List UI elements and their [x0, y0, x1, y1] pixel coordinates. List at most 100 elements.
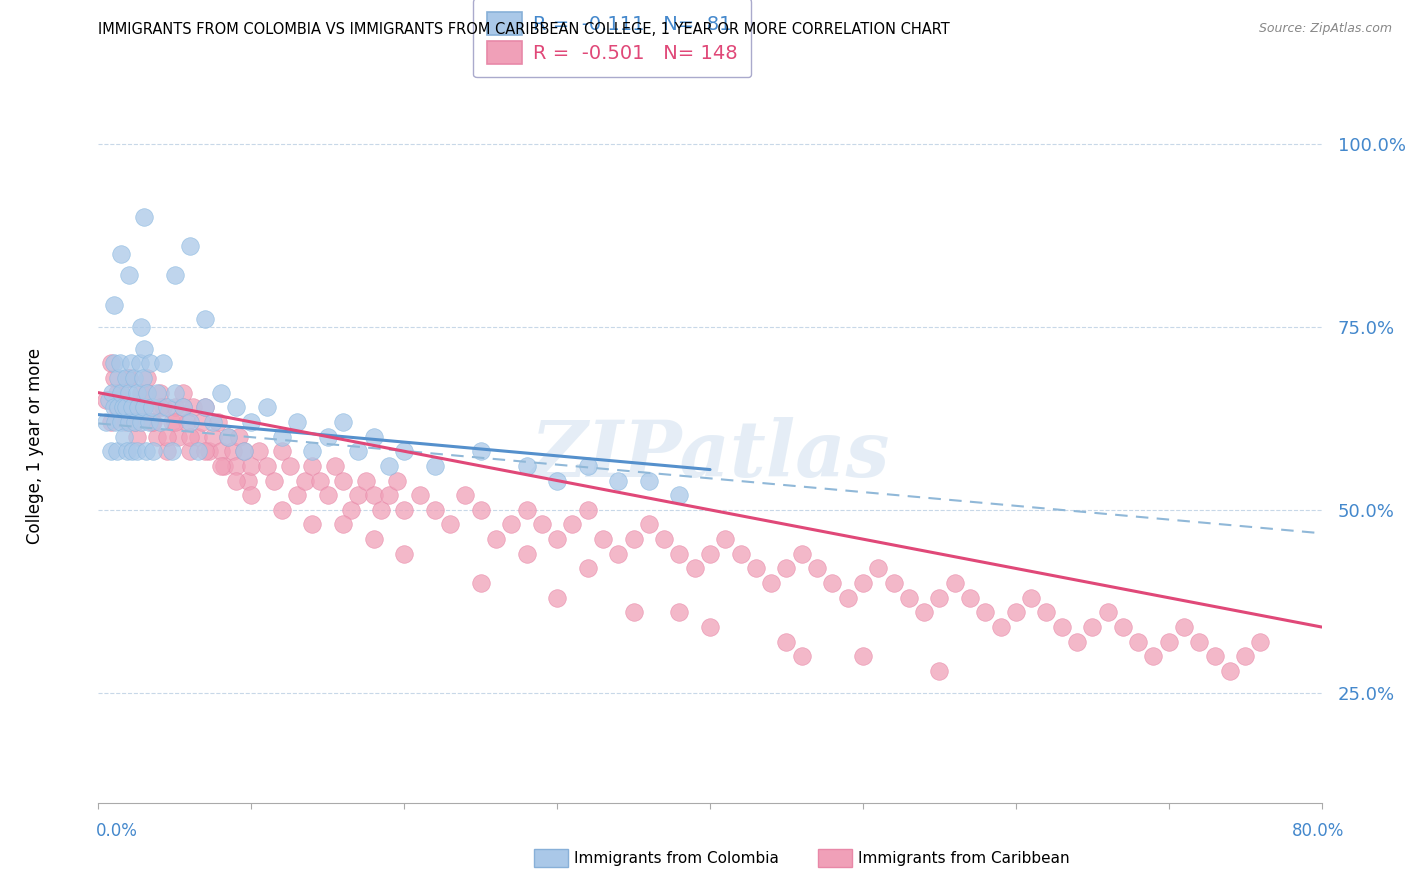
Point [107, 401, 129, 415]
Point [127, 401, 149, 415]
Point [868, 561, 890, 575]
Point [897, 591, 920, 605]
Point [141, 415, 163, 429]
Point [145, 429, 167, 443]
Point [105, 401, 128, 415]
Point [1066, 634, 1088, 648]
Point [439, 517, 461, 532]
Point [821, 576, 844, 591]
Point [423, 458, 446, 473]
Point [136, 385, 159, 400]
Point [546, 474, 568, 488]
Point [325, 458, 347, 473]
Point [1128, 634, 1150, 648]
Point [149, 401, 172, 415]
Point [121, 401, 143, 415]
Point [232, 444, 254, 458]
Point [623, 606, 645, 620]
Point [125, 444, 148, 458]
Point [408, 488, 430, 502]
Point [256, 401, 278, 415]
Point [1188, 634, 1211, 648]
Point [194, 401, 217, 415]
Point [136, 371, 159, 385]
Point [120, 356, 142, 370]
Point [485, 532, 508, 546]
Point [179, 415, 201, 429]
Point [470, 576, 492, 591]
Text: Immigrants from Colombia: Immigrants from Colombia [574, 851, 779, 865]
Point [238, 474, 260, 488]
Point [1081, 620, 1104, 634]
Point [194, 444, 217, 458]
Point [181, 401, 204, 415]
Point [668, 488, 690, 502]
Point [156, 444, 179, 458]
Point [745, 561, 768, 575]
Point [98, 392, 121, 407]
Text: College, 1 year or more: College, 1 year or more [27, 348, 44, 544]
Point [392, 503, 416, 517]
Point [141, 401, 163, 415]
Point [187, 429, 209, 443]
Point [139, 356, 162, 370]
Point [1142, 649, 1164, 664]
Point [516, 503, 538, 517]
Point [668, 606, 690, 620]
Point [212, 458, 235, 473]
Point [392, 547, 416, 561]
Point [142, 444, 165, 458]
Point [576, 561, 599, 575]
Point [607, 474, 630, 488]
Point [699, 620, 721, 634]
Point [160, 444, 183, 458]
Point [576, 503, 599, 517]
Point [145, 385, 167, 400]
Point [385, 474, 408, 488]
Point [240, 488, 263, 502]
Point [363, 532, 385, 546]
Point [332, 415, 354, 429]
Point [316, 429, 339, 443]
Point [118, 268, 141, 283]
Point [105, 444, 128, 458]
Point [100, 356, 122, 370]
Point [775, 634, 797, 648]
Legend: R =  -0.111   N=  81, R =  -0.501   N= 148: R = -0.111 N= 81, R = -0.501 N= 148 [472, 0, 751, 78]
Point [125, 385, 148, 400]
Point [592, 532, 614, 546]
Point [301, 517, 323, 532]
Point [149, 385, 172, 400]
Point [759, 576, 782, 591]
Point [110, 415, 132, 429]
Point [225, 458, 247, 473]
Point [530, 517, 553, 532]
Point [607, 547, 630, 561]
Point [118, 415, 141, 429]
Point [163, 268, 186, 283]
Point [576, 458, 599, 473]
Point [134, 210, 156, 224]
Point [112, 429, 135, 443]
Point [1173, 620, 1195, 634]
Point [129, 319, 152, 334]
Point [423, 503, 446, 517]
Point [501, 517, 523, 532]
Point [94, 392, 117, 407]
Point [194, 312, 217, 326]
Point [209, 385, 232, 400]
Point [103, 401, 125, 415]
Point [103, 356, 125, 370]
Point [187, 444, 209, 458]
Point [115, 415, 138, 429]
Point [156, 401, 179, 415]
Point [191, 415, 214, 429]
Point [160, 415, 183, 429]
Point [110, 385, 132, 400]
Point [222, 444, 245, 458]
Point [124, 415, 146, 429]
Point [852, 649, 875, 664]
Point [378, 488, 401, 502]
Point [332, 517, 354, 532]
Point [209, 458, 232, 473]
